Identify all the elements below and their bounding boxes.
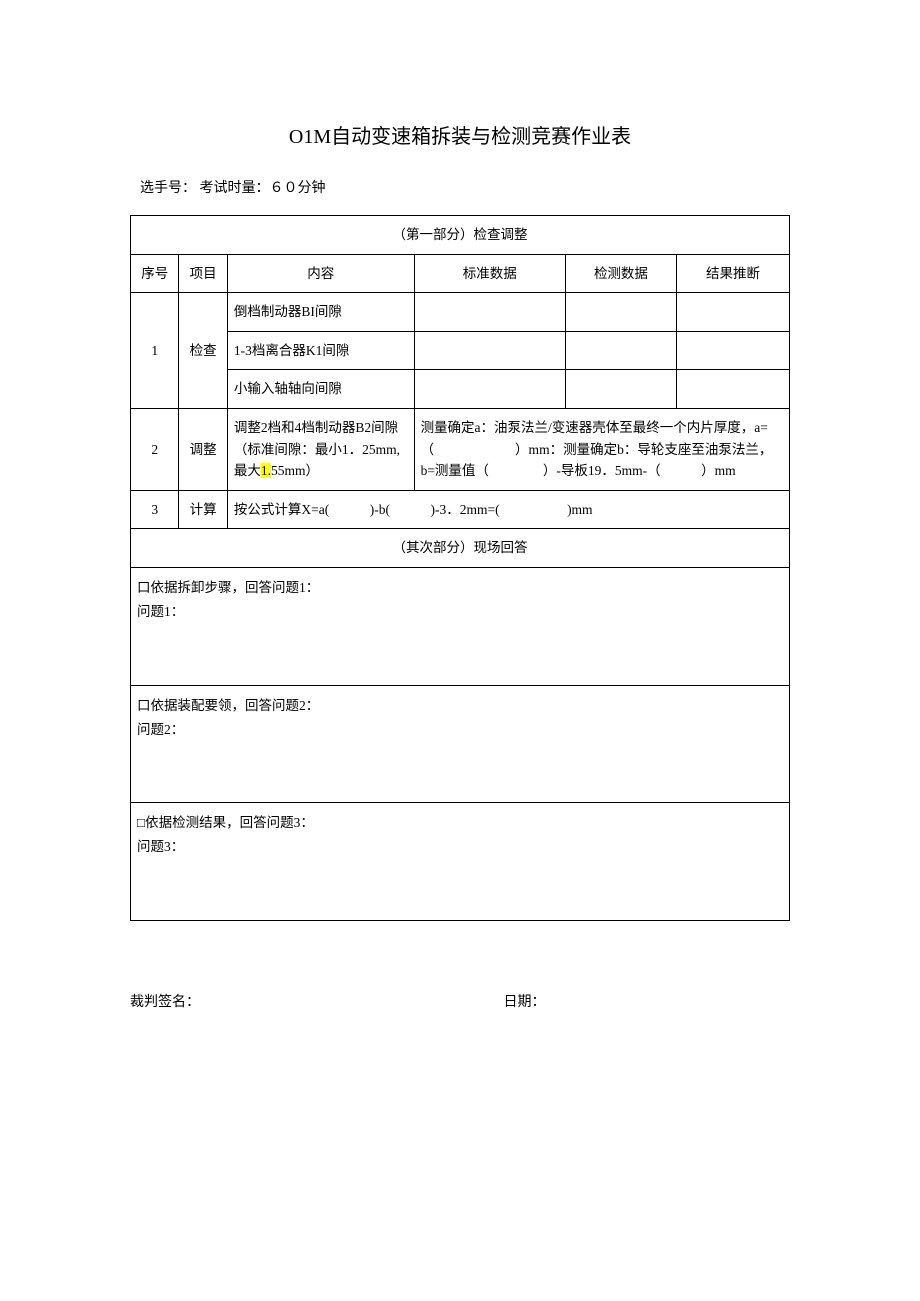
row1-res1 xyxy=(676,293,789,332)
header-standard: 标准数据 xyxy=(414,254,565,293)
row1-res2 xyxy=(676,331,789,370)
row3: 3 计算 按公式计算X=a( )-b( )-3．2mm=( )mm xyxy=(131,490,790,529)
footer: 裁判签名： 日期： xyxy=(130,991,790,1011)
row2-seq: 2 xyxy=(131,408,179,490)
row1-content3: 小输入轴轴向间隙 xyxy=(227,370,414,409)
row1-sub3: 小输入轴轴向间隙 xyxy=(131,370,790,409)
header-detected: 检测数据 xyxy=(565,254,676,293)
qa1-row: 口依据拆卸步骤，回答问题1： 问题1： xyxy=(131,567,790,685)
qa2-line2: 问题2： xyxy=(137,718,783,742)
footer-sign-label: 裁判签名： xyxy=(130,991,200,1011)
row1-std1 xyxy=(414,293,565,332)
qa3-cell: □依据检测结果，回答问题3： 问题3： xyxy=(131,803,790,921)
row2-content-highlight: 1. xyxy=(261,463,271,478)
qa3-line2: 问题3： xyxy=(137,835,783,859)
row1-std3 xyxy=(414,370,565,409)
qa2-cell: 口依据装配要领，回答问题2： 问题2： xyxy=(131,685,790,803)
footer-date-label: 日期： xyxy=(504,991,546,1011)
qa3-line1: □依据检测结果，回答问题3： xyxy=(137,811,783,835)
section1-header-row: （第一部分）检查调整 xyxy=(131,216,790,255)
row1-item: 检查 xyxy=(179,293,227,409)
row1-det3 xyxy=(565,370,676,409)
header-content: 内容 xyxy=(227,254,414,293)
row2: 2 调整 调整2档和4档制动器B2间隙（标准间隙：最小1．25mm,最大1.55… xyxy=(131,408,790,490)
qa2-row: 口依据装配要领，回答问题2： 问题2： xyxy=(131,685,790,803)
section2-header-row: （其次部分）现场回答 xyxy=(131,529,790,568)
row1-det2 xyxy=(565,331,676,370)
row3-item: 计算 xyxy=(179,490,227,529)
row1-res3 xyxy=(676,370,789,409)
row1-sub1: 1 检查 倒档制动器BI间隙 xyxy=(131,293,790,332)
qa1-cell: 口依据拆卸步骤，回答问题1： 问题1： xyxy=(131,567,790,685)
row3-content: 按公式计算X=a( )-b( )-3．2mm=( )mm xyxy=(227,490,789,529)
row3-seq: 3 xyxy=(131,490,179,529)
qa3-row: □依据检测结果，回答问题3： 问题3： xyxy=(131,803,790,921)
row2-item: 调整 xyxy=(179,408,227,490)
page-title: O1M自动变速箱拆装与检测竞赛作业表 xyxy=(130,120,790,149)
section2-header: （其次部分）现场回答 xyxy=(131,529,790,568)
header-seq: 序号 xyxy=(131,254,179,293)
header-result: 结果推断 xyxy=(676,254,789,293)
qa1-line2: 问题1： xyxy=(137,600,783,624)
row2-content: 调整2档和4档制动器B2间隙（标准间隙：最小1．25mm,最大1.55mm） xyxy=(227,408,414,490)
header-row: 序号 项目 内容 标准数据 检测数据 结果推断 xyxy=(131,254,790,293)
row1-content1: 倒档制动器BI间隙 xyxy=(227,293,414,332)
row1-std2 xyxy=(414,331,565,370)
row1-sub2: 1-3档离合器K1间隙 xyxy=(131,331,790,370)
header-item: 项目 xyxy=(179,254,227,293)
worksheet-table: （第一部分）检查调整 序号 项目 内容 标准数据 检测数据 结果推断 1 检查 … xyxy=(130,215,790,921)
row2-right: 测量确定a：油泵法兰/变速器壳体至最终一个内片厚度，a=（ ）mm：测量确定b：… xyxy=(414,408,789,490)
qa2-line1: 口依据装配要领，回答问题2： xyxy=(137,694,783,718)
qa1-line1: 口依据拆卸步骤，回答问题1： xyxy=(137,576,783,600)
row1-det1 xyxy=(565,293,676,332)
row1-content2: 1-3档离合器K1间隙 xyxy=(227,331,414,370)
row2-content-post: 55mm） xyxy=(271,463,319,478)
subtitle: 选手号： 考试时量：６０分钟 xyxy=(140,177,790,197)
row1-seq: 1 xyxy=(131,293,179,409)
section1-header: （第一部分）检查调整 xyxy=(131,216,790,255)
